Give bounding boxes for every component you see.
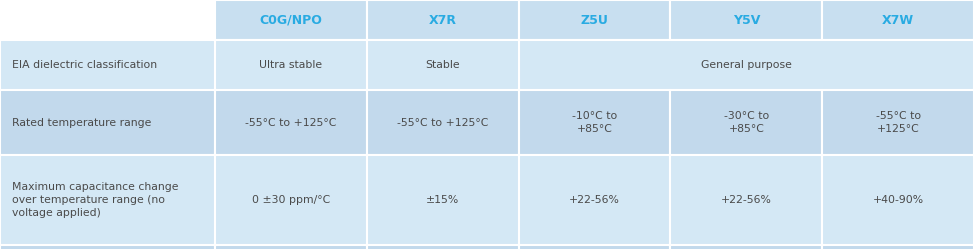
Bar (822, 155, 974, 245)
Text: -10°C to
+85°C: -10°C to +85°C (572, 111, 618, 134)
Bar (367, 245, 518, 249)
Bar (518, 0, 670, 40)
Text: +40-90%: +40-90% (873, 195, 923, 205)
Bar (215, 0, 367, 40)
Bar (518, 40, 974, 90)
Bar (670, 0, 822, 40)
Text: -55°C to +125°C: -55°C to +125°C (397, 118, 488, 127)
Text: -55°C to
+125°C: -55°C to +125°C (876, 111, 920, 134)
Bar (822, 0, 974, 40)
Bar (215, 40, 367, 90)
Text: +22-56%: +22-56% (721, 195, 771, 205)
Bar (367, 0, 518, 40)
Bar (0, 0, 215, 40)
Bar (0, 245, 215, 249)
Bar (0, 40, 215, 90)
Bar (215, 90, 367, 155)
Text: Ultra stable: Ultra stable (259, 60, 322, 70)
Bar (518, 245, 670, 249)
Text: 0 ±30 ppm/°C: 0 ±30 ppm/°C (251, 195, 330, 205)
Bar (367, 90, 518, 155)
Bar (215, 245, 367, 249)
Bar (367, 155, 518, 245)
Bar (822, 90, 974, 155)
Text: Y5V: Y5V (732, 13, 760, 26)
Text: -30°C to
+85°C: -30°C to +85°C (724, 111, 768, 134)
Bar (670, 155, 822, 245)
Text: EIA dielectric classification: EIA dielectric classification (12, 60, 157, 70)
Text: Stable: Stable (426, 60, 460, 70)
Bar (215, 155, 367, 245)
Text: X7W: X7W (882, 13, 915, 26)
Text: Maximum capacitance change
over temperature range (no
voltage applied): Maximum capacitance change over temperat… (12, 182, 178, 218)
Text: -55°C to +125°C: -55°C to +125°C (245, 118, 337, 127)
Text: Z5U: Z5U (581, 13, 609, 26)
Bar (0, 90, 215, 155)
Text: General purpose: General purpose (701, 60, 792, 70)
Bar (0, 155, 215, 245)
Text: X7R: X7R (429, 13, 457, 26)
Bar (518, 90, 670, 155)
Bar (518, 155, 670, 245)
Text: C0G/NPO: C0G/NPO (259, 13, 322, 26)
Bar (670, 90, 822, 155)
Bar (367, 40, 518, 90)
Text: +22-56%: +22-56% (569, 195, 619, 205)
Bar (822, 245, 974, 249)
Text: Rated temperature range: Rated temperature range (12, 118, 151, 127)
Bar (670, 245, 822, 249)
Text: ±15%: ±15% (426, 195, 460, 205)
